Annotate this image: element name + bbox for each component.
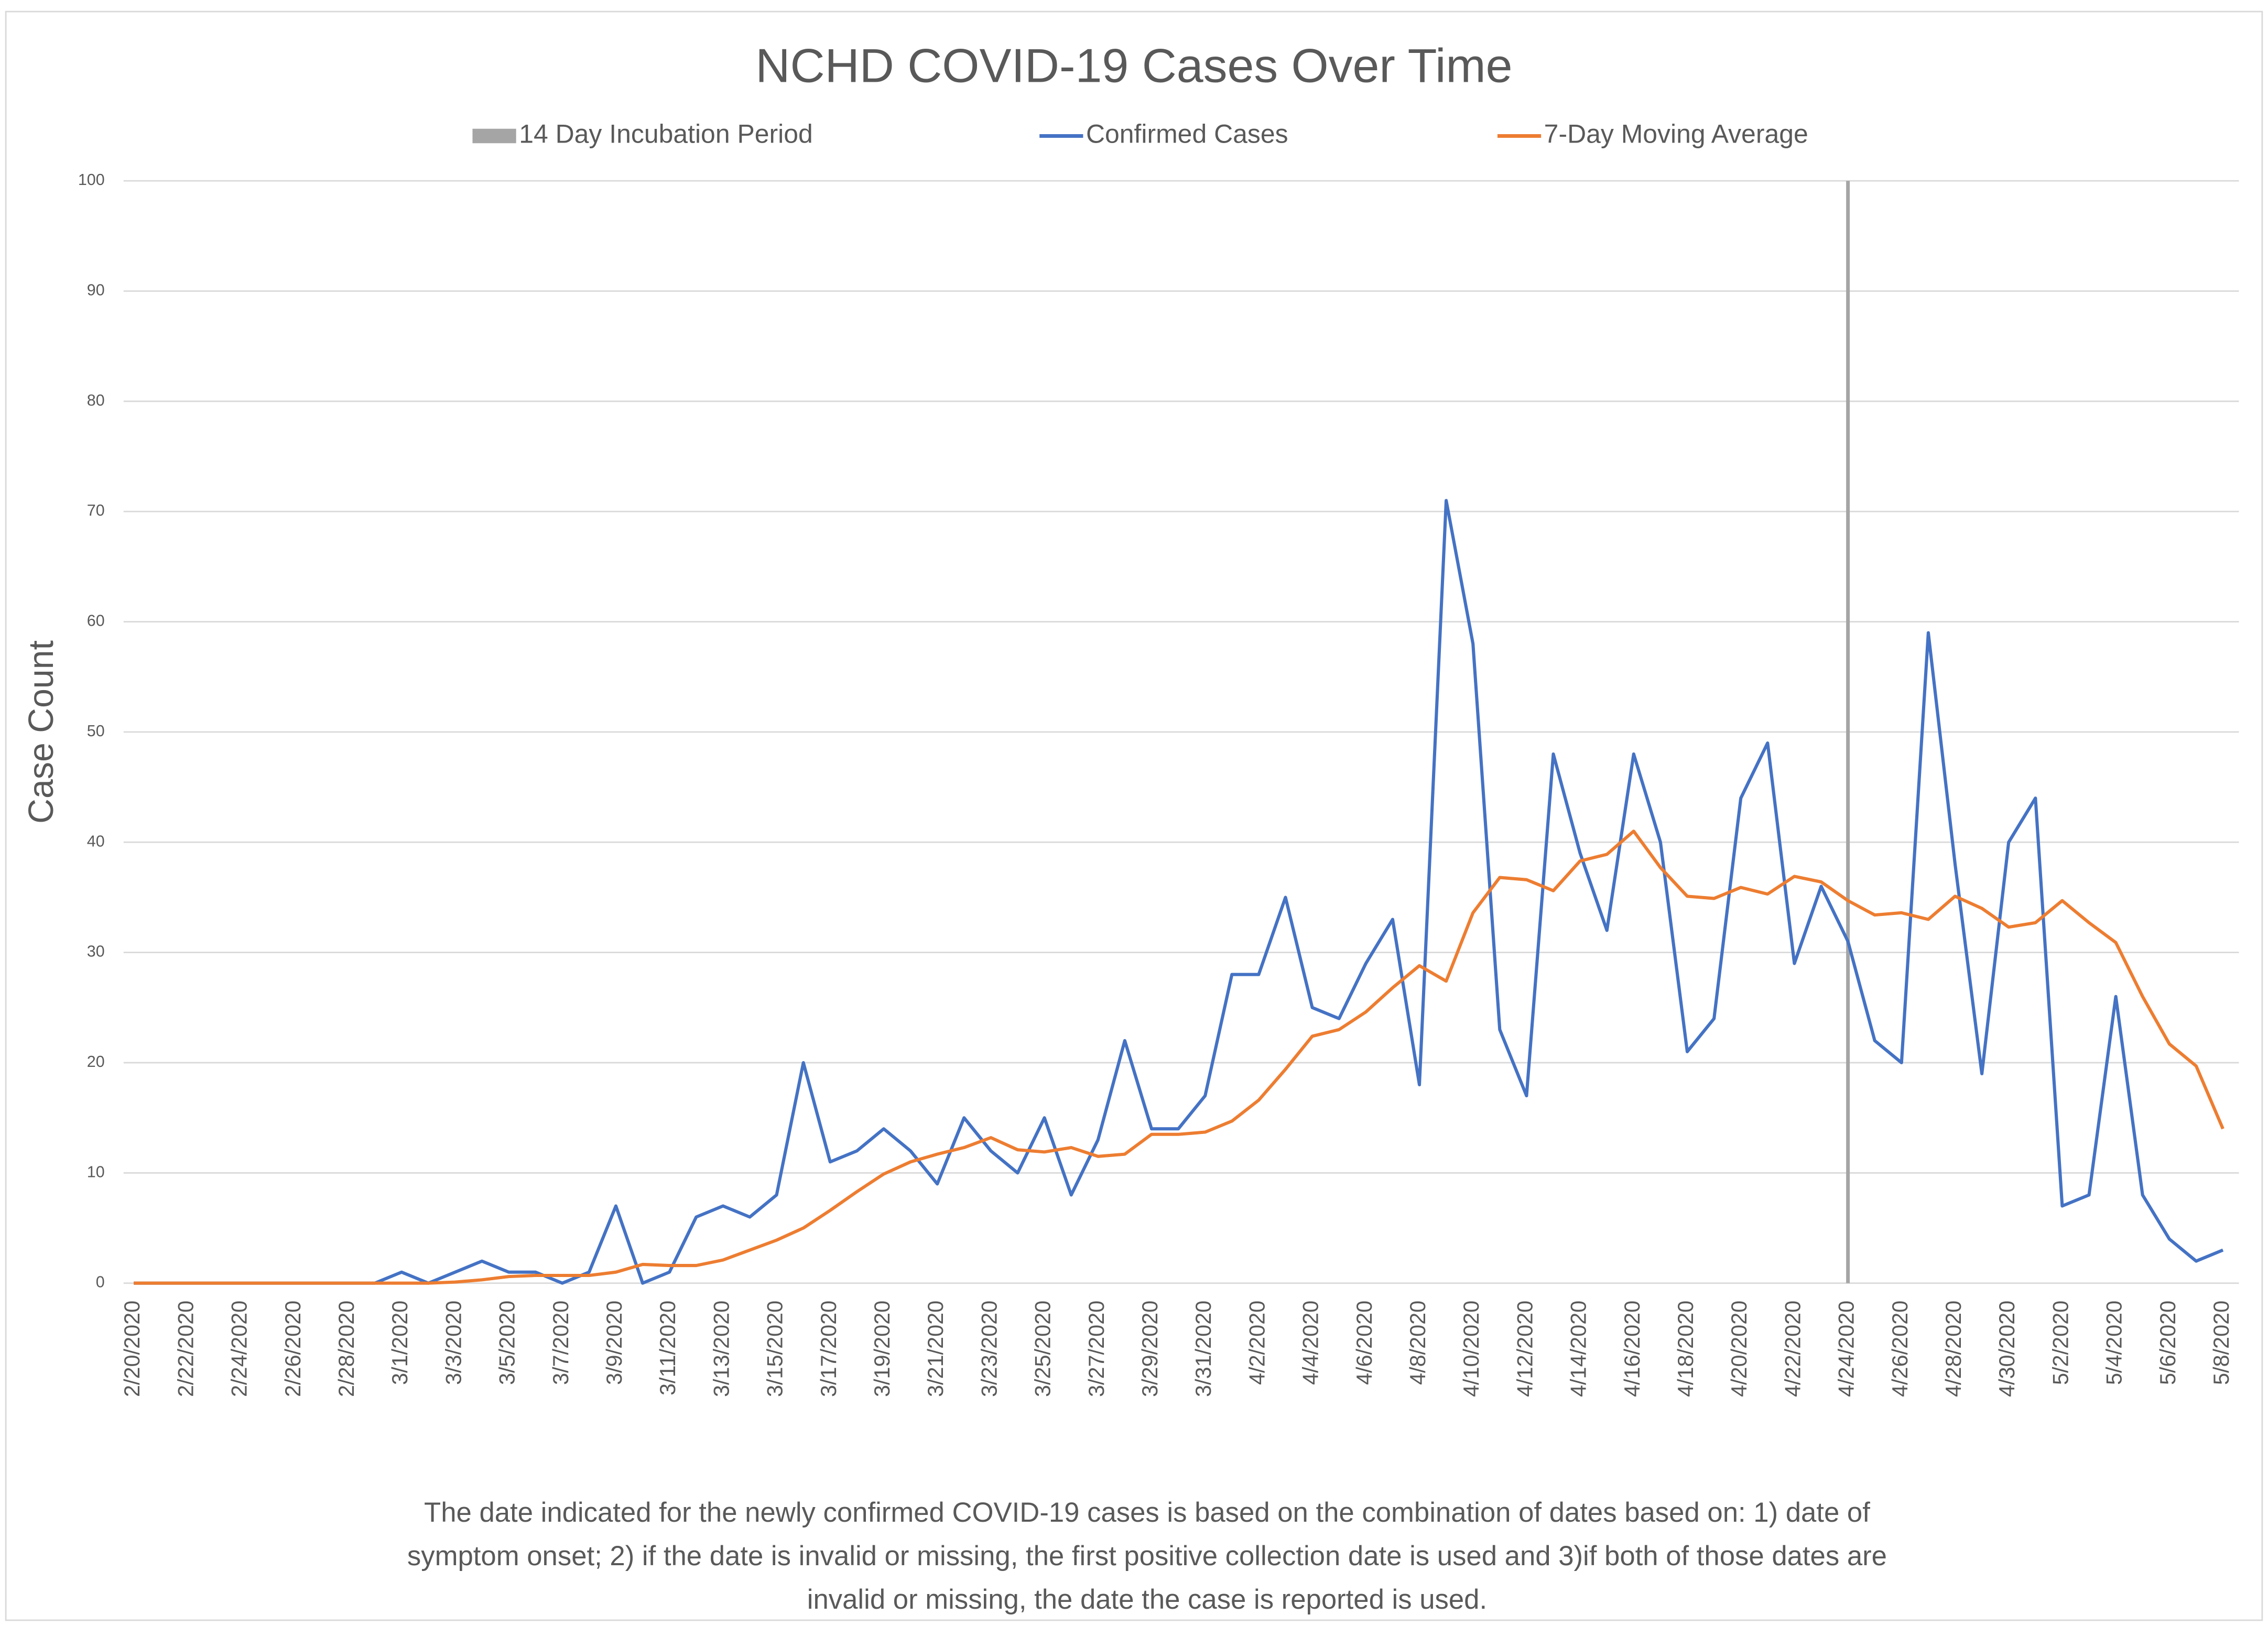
x-tick-label: 3/1/2020 bbox=[387, 1301, 412, 1385]
x-tick-label: 4/24/2020 bbox=[1834, 1301, 1859, 1397]
y-tick-label: 90 bbox=[87, 281, 105, 299]
x-tick-label: 3/7/2020 bbox=[548, 1301, 573, 1385]
x-tick-label: 4/4/2020 bbox=[1298, 1301, 1323, 1385]
y-tick-label: 10 bbox=[87, 1163, 105, 1181]
footnote: invalid or missing, the date the case is… bbox=[807, 1584, 1487, 1615]
x-tick-label: 5/6/2020 bbox=[2155, 1301, 2180, 1385]
legend-label: 7-Day Moving Average bbox=[1544, 119, 1808, 149]
y-tick-label: 20 bbox=[87, 1053, 105, 1071]
x-tick-label: 4/16/2020 bbox=[1620, 1301, 1644, 1397]
x-tick-label: 3/5/2020 bbox=[494, 1301, 519, 1385]
x-tick-label: 5/8/2020 bbox=[2209, 1301, 2233, 1385]
x-tick-label: 4/2/2020 bbox=[1244, 1301, 1269, 1385]
y-tick-label: 60 bbox=[87, 612, 105, 630]
x-tick-label: 2/26/2020 bbox=[280, 1301, 305, 1397]
x-tick-label: 4/18/2020 bbox=[1673, 1301, 1698, 1397]
x-tick-label: 4/6/2020 bbox=[1352, 1301, 1376, 1385]
y-tick-label: 70 bbox=[87, 501, 105, 519]
x-tick-label: 4/28/2020 bbox=[1941, 1301, 1966, 1397]
series-line bbox=[134, 830, 2224, 1285]
x-tick-label: 4/30/2020 bbox=[1994, 1301, 2019, 1397]
x-tick-label: 3/9/2020 bbox=[602, 1301, 626, 1385]
x-tick-label: 2/20/2020 bbox=[120, 1301, 144, 1397]
x-tick-label: 4/14/2020 bbox=[1566, 1301, 1591, 1397]
series-line bbox=[134, 499, 2224, 1285]
x-tick-label: 4/22/2020 bbox=[1780, 1301, 1805, 1397]
x-tick-label: 4/12/2020 bbox=[1512, 1301, 1537, 1397]
x-tick-label: 2/24/2020 bbox=[226, 1301, 251, 1397]
x-tick-label: 4/10/2020 bbox=[1459, 1301, 1483, 1397]
legend-label: 14 Day Incubation Period bbox=[519, 119, 813, 149]
x-tick-label: 5/2/2020 bbox=[2048, 1301, 2072, 1385]
y-tick-label: 40 bbox=[87, 832, 105, 850]
x-tick-label: 3/21/2020 bbox=[923, 1301, 948, 1397]
x-tick-label: 3/23/2020 bbox=[976, 1301, 1001, 1397]
y-tick-label: 0 bbox=[96, 1273, 105, 1291]
x-tick-label: 3/3/2020 bbox=[441, 1301, 465, 1385]
y-tick-label: 50 bbox=[87, 722, 105, 740]
footnote: symptom onset; 2) if the date is invalid… bbox=[407, 1541, 1887, 1572]
x-tick-label: 4/20/2020 bbox=[1727, 1301, 1751, 1397]
x-tick-label: 3/15/2020 bbox=[762, 1301, 787, 1397]
x-tick-label: 3/19/2020 bbox=[870, 1301, 894, 1397]
legend-label: Confirmed Cases bbox=[1086, 119, 1288, 149]
y-tick-label: 30 bbox=[87, 943, 105, 961]
x-tick-label: 3/25/2020 bbox=[1030, 1301, 1055, 1397]
x-tick-label: 4/8/2020 bbox=[1405, 1301, 1430, 1385]
y-axis-label: Case Count bbox=[22, 640, 61, 824]
x-tick-label: 4/26/2020 bbox=[1887, 1301, 1912, 1397]
x-tick-label: 2/22/2020 bbox=[173, 1301, 198, 1397]
footnote: The date indicated for the newly confirm… bbox=[424, 1497, 1870, 1528]
legend-swatch bbox=[472, 128, 516, 144]
x-tick-label: 3/13/2020 bbox=[709, 1301, 733, 1397]
x-tick-label: 2/28/2020 bbox=[334, 1301, 359, 1397]
x-tick-label: 3/31/2020 bbox=[1191, 1301, 1216, 1397]
y-tick-label: 100 bbox=[78, 171, 105, 189]
x-tick-label: 5/4/2020 bbox=[2102, 1301, 2126, 1385]
x-tick-label: 3/11/2020 bbox=[655, 1301, 680, 1395]
x-tick-label: 3/17/2020 bbox=[816, 1301, 841, 1397]
x-tick-label: 3/27/2020 bbox=[1084, 1301, 1109, 1397]
chart-title: NCHD COVID-19 Cases Over Time bbox=[755, 39, 1512, 93]
y-tick-label: 80 bbox=[87, 391, 105, 409]
chart-border bbox=[5, 10, 2263, 1621]
x-tick-label: 3/29/2020 bbox=[1137, 1301, 1162, 1397]
